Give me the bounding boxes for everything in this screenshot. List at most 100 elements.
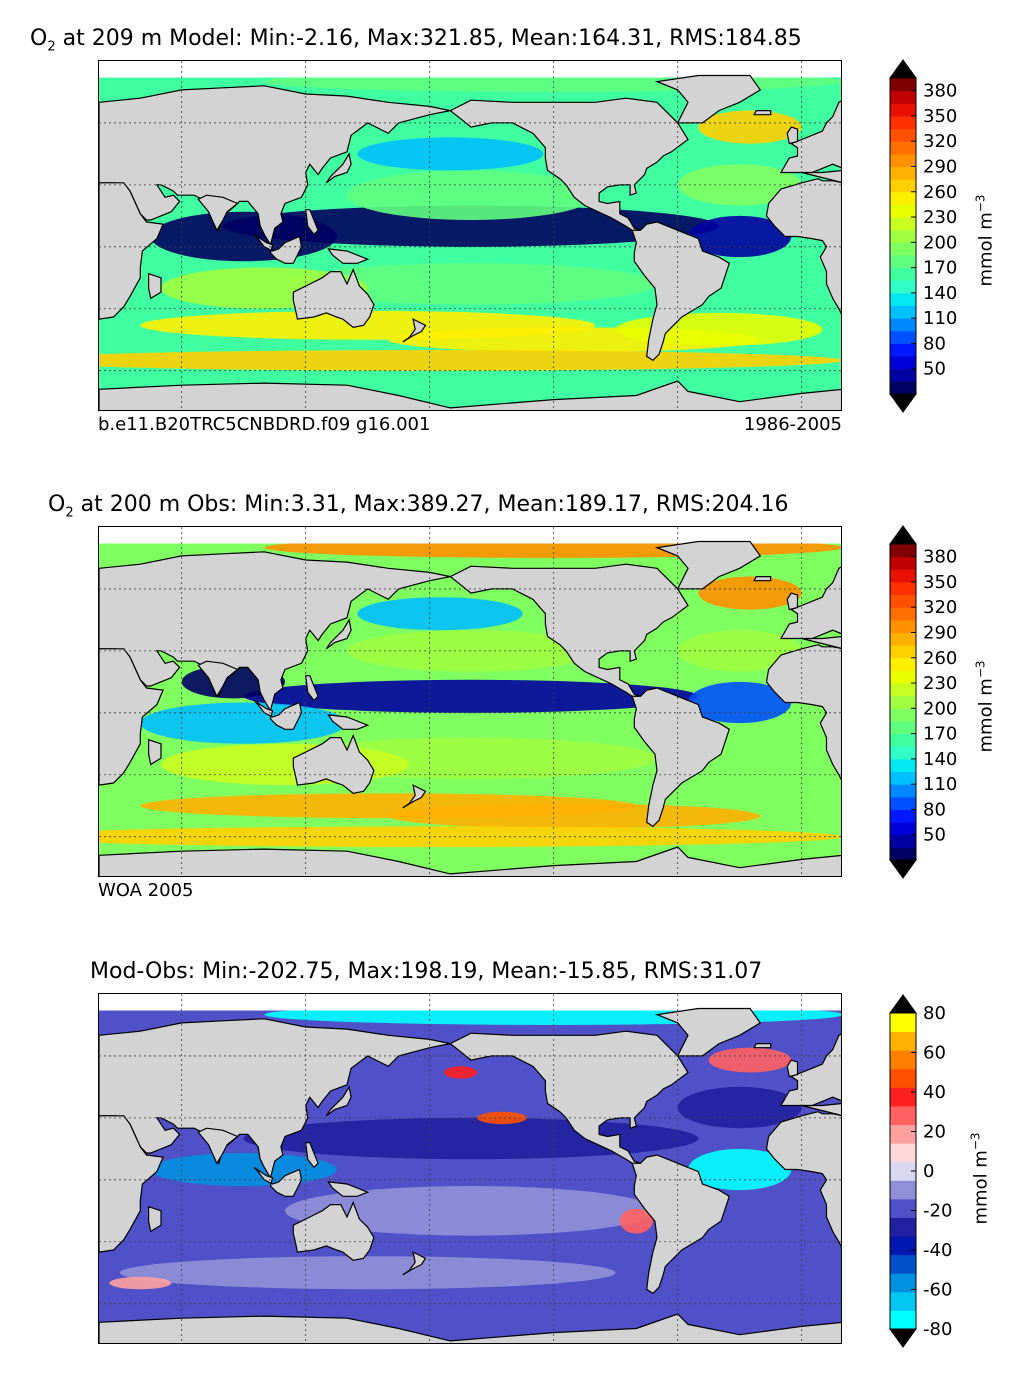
- map-plot: [98, 60, 842, 411]
- colorbar-swatch: [890, 229, 916, 243]
- landmass-nz: [402, 318, 427, 343]
- contour-region: [698, 110, 802, 144]
- colorbar-swatch: [890, 1198, 916, 1218]
- colorbar-tick-label: 0: [923, 1161, 934, 1182]
- map-plot: [98, 526, 842, 877]
- colorbar-swatch: [890, 771, 916, 785]
- landmass-britain: [786, 126, 799, 145]
- landmass-japan: [325, 152, 352, 184]
- colorbar-swatch: [890, 115, 916, 130]
- landmass-africaW: [765, 169, 841, 315]
- colorbar-swatch: [890, 1031, 916, 1051]
- colorbar-unit-label: mmol m−3: [974, 187, 997, 287]
- colorbar-swatch: [890, 1068, 916, 1088]
- landmass-antarctic: [99, 1313, 841, 1343]
- contour-region: [347, 170, 595, 220]
- title-symbol: O: [48, 492, 66, 517]
- landmass-europe: [779, 566, 841, 640]
- landmass-africaW: [765, 635, 841, 781]
- contour-region: [388, 803, 761, 829]
- colorbar-tick-label: -80: [923, 1319, 952, 1340]
- colorbar-swatch: [890, 1050, 916, 1070]
- landmass-seasia: [253, 699, 303, 730]
- title-subscript: 2: [65, 505, 74, 521]
- contour-region: [708, 1047, 792, 1073]
- ice-region: [99, 527, 841, 544]
- colorbar-swatch: [890, 90, 916, 104]
- title-subscript: 2: [47, 39, 56, 55]
- colorbar-swatch: [890, 619, 916, 633]
- unit-exponent: −3: [973, 660, 988, 679]
- landmass-phil: [305, 209, 319, 236]
- landmass-britain: [786, 592, 799, 611]
- colorbar-swatch: [890, 381, 916, 395]
- landmass-antarctic: [99, 380, 841, 410]
- contour-region: [619, 1208, 653, 1234]
- colorbar-tick-label: 230: [923, 673, 957, 694]
- landmass-africa: [99, 1115, 164, 1253]
- landmass-nz: [402, 784, 427, 809]
- colorbar-swatch: [890, 267, 916, 281]
- landmass-madagascar: [147, 1205, 162, 1233]
- colorbar-swatch: [890, 645, 916, 659]
- landmass-antarctic: [99, 846, 841, 876]
- colorbar-swatch: [890, 191, 916, 205]
- footer-left: WOA 2005: [98, 880, 194, 901]
- contour-region: [357, 137, 544, 171]
- contour-region: [140, 702, 347, 744]
- landmass-newguinea: [327, 248, 370, 264]
- title-symbol: O: [30, 26, 48, 51]
- colorbar-swatch: [890, 1105, 916, 1126]
- contour-region: [161, 743, 409, 786]
- colorbar-swatch: [890, 1291, 916, 1311]
- map-plot: [98, 993, 842, 1344]
- colorbar: 380 350 320 290 260 230 200 170 140 110 80 50: [888, 58, 968, 414]
- colorbar-swatch: [890, 733, 916, 747]
- colorbar-swatch: [890, 166, 916, 180]
- unit-exponent: −3: [968, 1132, 983, 1151]
- colorbar-tick-label: 50: [923, 359, 946, 380]
- colorbar-tick-label: 320: [923, 597, 957, 618]
- contour-region: [615, 312, 823, 346]
- map-svg: [99, 527, 841, 876]
- colorbar-tick-label: 380: [923, 547, 957, 568]
- title-text: at 200 m Obs: Min:3.31, Max:389.27, Mean…: [73, 492, 789, 517]
- colorbar-tick-label: -40: [923, 1240, 952, 1261]
- colorbar-swatch: [890, 128, 916, 142]
- colorbar-swatch: [890, 305, 916, 319]
- landmass-britain: [786, 1059, 799, 1078]
- colorbar-swatch: [890, 594, 916, 608]
- colorbar-tick-label: 200: [923, 232, 957, 253]
- colorbar-swatch: [890, 847, 916, 861]
- unit-text: mmol m: [975, 212, 997, 287]
- footer-left: b.e11.B20TRC5CNBDRD.f09 g16.001: [98, 414, 431, 435]
- colorbar-tick-label: 170: [923, 258, 957, 279]
- colorbar-swatch: [890, 153, 916, 167]
- map-svg: [99, 994, 841, 1343]
- contour-region: [444, 1066, 478, 1079]
- landmass-greenland: [654, 540, 762, 590]
- unit-text: mmol m: [975, 678, 997, 753]
- landmass-africa: [99, 182, 164, 320]
- colorbar-tick-label: 40: [923, 1082, 946, 1103]
- colorbar-swatch: [890, 292, 916, 307]
- colorbar-swatch: [890, 141, 916, 155]
- colorbar-tick-label: 290: [923, 622, 957, 643]
- landmass-africa: [99, 648, 164, 786]
- contour-region: [119, 1256, 616, 1290]
- colorbar-swatch: [890, 746, 916, 760]
- panel-title: Mod-Obs: Min:-202.75, Max:198.19, Mean:-…: [90, 959, 762, 984]
- colorbar-swatch: [890, 1161, 916, 1181]
- panel-model: O2 at 209 m Model: Min:-2.16, Max:321.85…: [0, 0, 1026, 460]
- colorbar-swatch: [890, 796, 916, 810]
- colorbar-swatch: [890, 1236, 916, 1256]
- colorbar-tick-label: 20: [923, 1122, 946, 1143]
- colorbar-swatch: [890, 330, 916, 344]
- landmass-japan: [325, 1085, 352, 1117]
- colorbar-extend-min: [889, 393, 917, 413]
- colorbar-svg: 380 350 320 290 260 230 200 170 140 110 80 50: [889, 59, 957, 413]
- colorbar-extend-max: [889, 525, 917, 545]
- colorbar-swatch: [890, 544, 916, 558]
- colorbar-tick-label: 50: [923, 825, 946, 846]
- contour-region: [109, 1276, 172, 1290]
